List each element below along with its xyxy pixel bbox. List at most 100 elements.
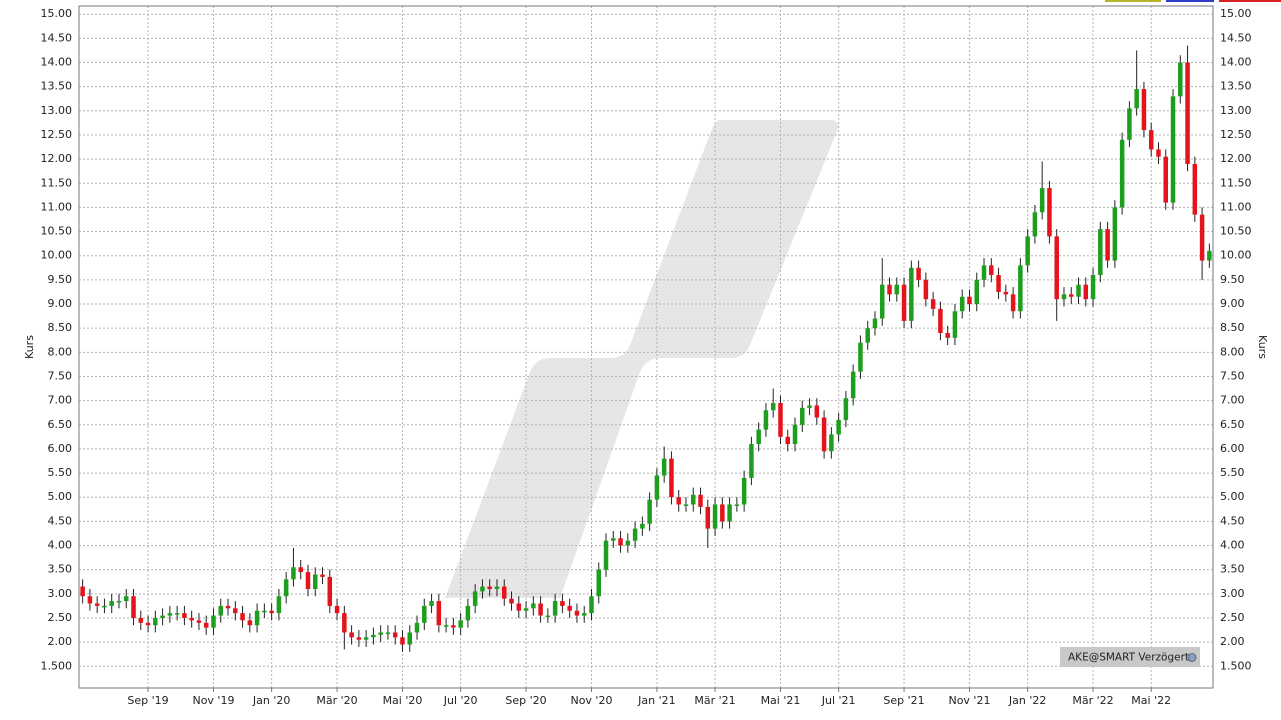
candle-body xyxy=(145,622,151,626)
candle-body xyxy=(276,596,282,614)
x-tick-label: Mai '20 xyxy=(383,694,423,707)
candle-body xyxy=(225,605,231,609)
candle-body xyxy=(254,610,260,626)
candle-body xyxy=(603,540,609,570)
y2-tick-label: 5.00 xyxy=(1220,490,1245,503)
y-tick-label: 10.00 xyxy=(41,249,73,262)
y-tick-label: 13.00 xyxy=(41,104,73,117)
candles xyxy=(80,45,1212,652)
candle-body xyxy=(1134,89,1139,109)
y-tick-label: 2.50 xyxy=(48,611,73,624)
y2-tick-label: 14.50 xyxy=(1220,31,1252,44)
x-tick-label: Mai '22 xyxy=(1131,694,1171,707)
candle-body xyxy=(465,605,471,621)
candle-body xyxy=(974,279,980,305)
y2-tick-label: 6.50 xyxy=(1220,418,1245,431)
candle-body xyxy=(531,603,536,609)
x-tick-label: Mär '22 xyxy=(1072,694,1113,707)
y-tick-label: 15.00 xyxy=(41,7,73,20)
candle-body xyxy=(87,596,93,604)
candle-body xyxy=(509,598,514,604)
candle-body xyxy=(894,284,900,295)
y2-tick-label: 8.50 xyxy=(1220,321,1245,334)
candle-body xyxy=(574,610,580,616)
candle-body xyxy=(669,458,674,498)
badge-text: AKE@SMART Verzögert xyxy=(1068,652,1189,664)
candle-body xyxy=(1083,284,1089,300)
candle-body xyxy=(305,572,311,589)
y-tick-label: 1.500 xyxy=(41,659,73,672)
y-tick-label: 4.50 xyxy=(48,514,73,527)
candle-body xyxy=(1061,294,1067,300)
y-tick-label: 13.50 xyxy=(41,80,73,93)
y-tick-label: 7.00 xyxy=(48,394,73,407)
decor-bar xyxy=(1166,0,1214,2)
y2-tick-label: 10.00 xyxy=(1220,249,1252,262)
y-tick-label: 11.50 xyxy=(41,176,73,189)
candle-body xyxy=(1090,275,1096,300)
x-tick-label: Nov '21 xyxy=(948,694,990,707)
grid xyxy=(79,6,1213,688)
candle-body xyxy=(938,308,943,333)
y2-tick-label: 9.00 xyxy=(1220,297,1245,310)
candle-body xyxy=(429,601,434,606)
candle-body xyxy=(538,603,543,616)
candle-body xyxy=(102,605,107,608)
y2-tick-label: 7.00 xyxy=(1220,394,1245,407)
candle-body xyxy=(334,605,340,614)
candle-body xyxy=(552,601,558,616)
candle-body xyxy=(996,275,1001,292)
decor-bar xyxy=(1105,0,1161,2)
candle-body xyxy=(807,405,812,408)
y-tick-label: 12.00 xyxy=(41,152,73,165)
candle-body xyxy=(923,279,929,300)
candle-body xyxy=(611,538,616,541)
y-tick-label: 3.00 xyxy=(48,587,73,600)
badge-icon xyxy=(1187,653,1197,662)
candle-body xyxy=(1170,96,1176,203)
y-tick-label: 12.50 xyxy=(41,128,73,141)
candle-body xyxy=(240,613,245,621)
candle-body xyxy=(814,405,820,418)
candle-body xyxy=(356,637,362,640)
candle-body xyxy=(1185,62,1190,164)
candle-body xyxy=(676,497,681,505)
x-tick-label: Nov '19 xyxy=(192,694,234,707)
y2-tick-label: 8.00 xyxy=(1220,345,1245,358)
y-tick-label: 8.00 xyxy=(48,345,73,358)
y-tick-label: 14.00 xyxy=(41,56,73,69)
candle-body xyxy=(865,328,870,343)
y2-tick-label: 12.00 xyxy=(1220,152,1252,165)
candle-body xyxy=(400,637,405,645)
y-tick-label: 9.50 xyxy=(48,273,73,286)
candle-body xyxy=(567,605,572,611)
x-tick-label: Mär '20 xyxy=(316,694,357,707)
candle-body xyxy=(1163,156,1169,203)
y2-tick-label: 11.00 xyxy=(1220,200,1252,213)
candle-body xyxy=(1054,236,1059,300)
y-tick-label: 6.00 xyxy=(48,442,73,455)
x-tick-label: Jan '22 xyxy=(1008,694,1046,707)
x-tick-label: Sep '20 xyxy=(505,694,546,707)
candle-body xyxy=(872,318,878,329)
candle-body xyxy=(371,634,376,638)
candle-body xyxy=(123,596,129,602)
candle-body xyxy=(247,620,253,626)
candle-body xyxy=(858,342,863,372)
y-axis-label: Kurs xyxy=(23,335,36,359)
candle-body xyxy=(1127,108,1132,140)
candle-body xyxy=(1098,229,1103,276)
candle-body xyxy=(705,506,711,529)
candle-body xyxy=(916,267,921,280)
candle-body xyxy=(581,613,587,616)
candle-body xyxy=(131,596,136,618)
watermark xyxy=(445,120,838,598)
candle-body xyxy=(407,632,413,645)
candle-body xyxy=(422,605,427,623)
x-tick-label: Jul '20 xyxy=(443,694,478,707)
candle-body xyxy=(182,613,187,618)
candle-body xyxy=(843,398,849,420)
candle-body xyxy=(734,504,740,506)
candle-body xyxy=(654,475,660,500)
candle-body xyxy=(879,284,885,319)
